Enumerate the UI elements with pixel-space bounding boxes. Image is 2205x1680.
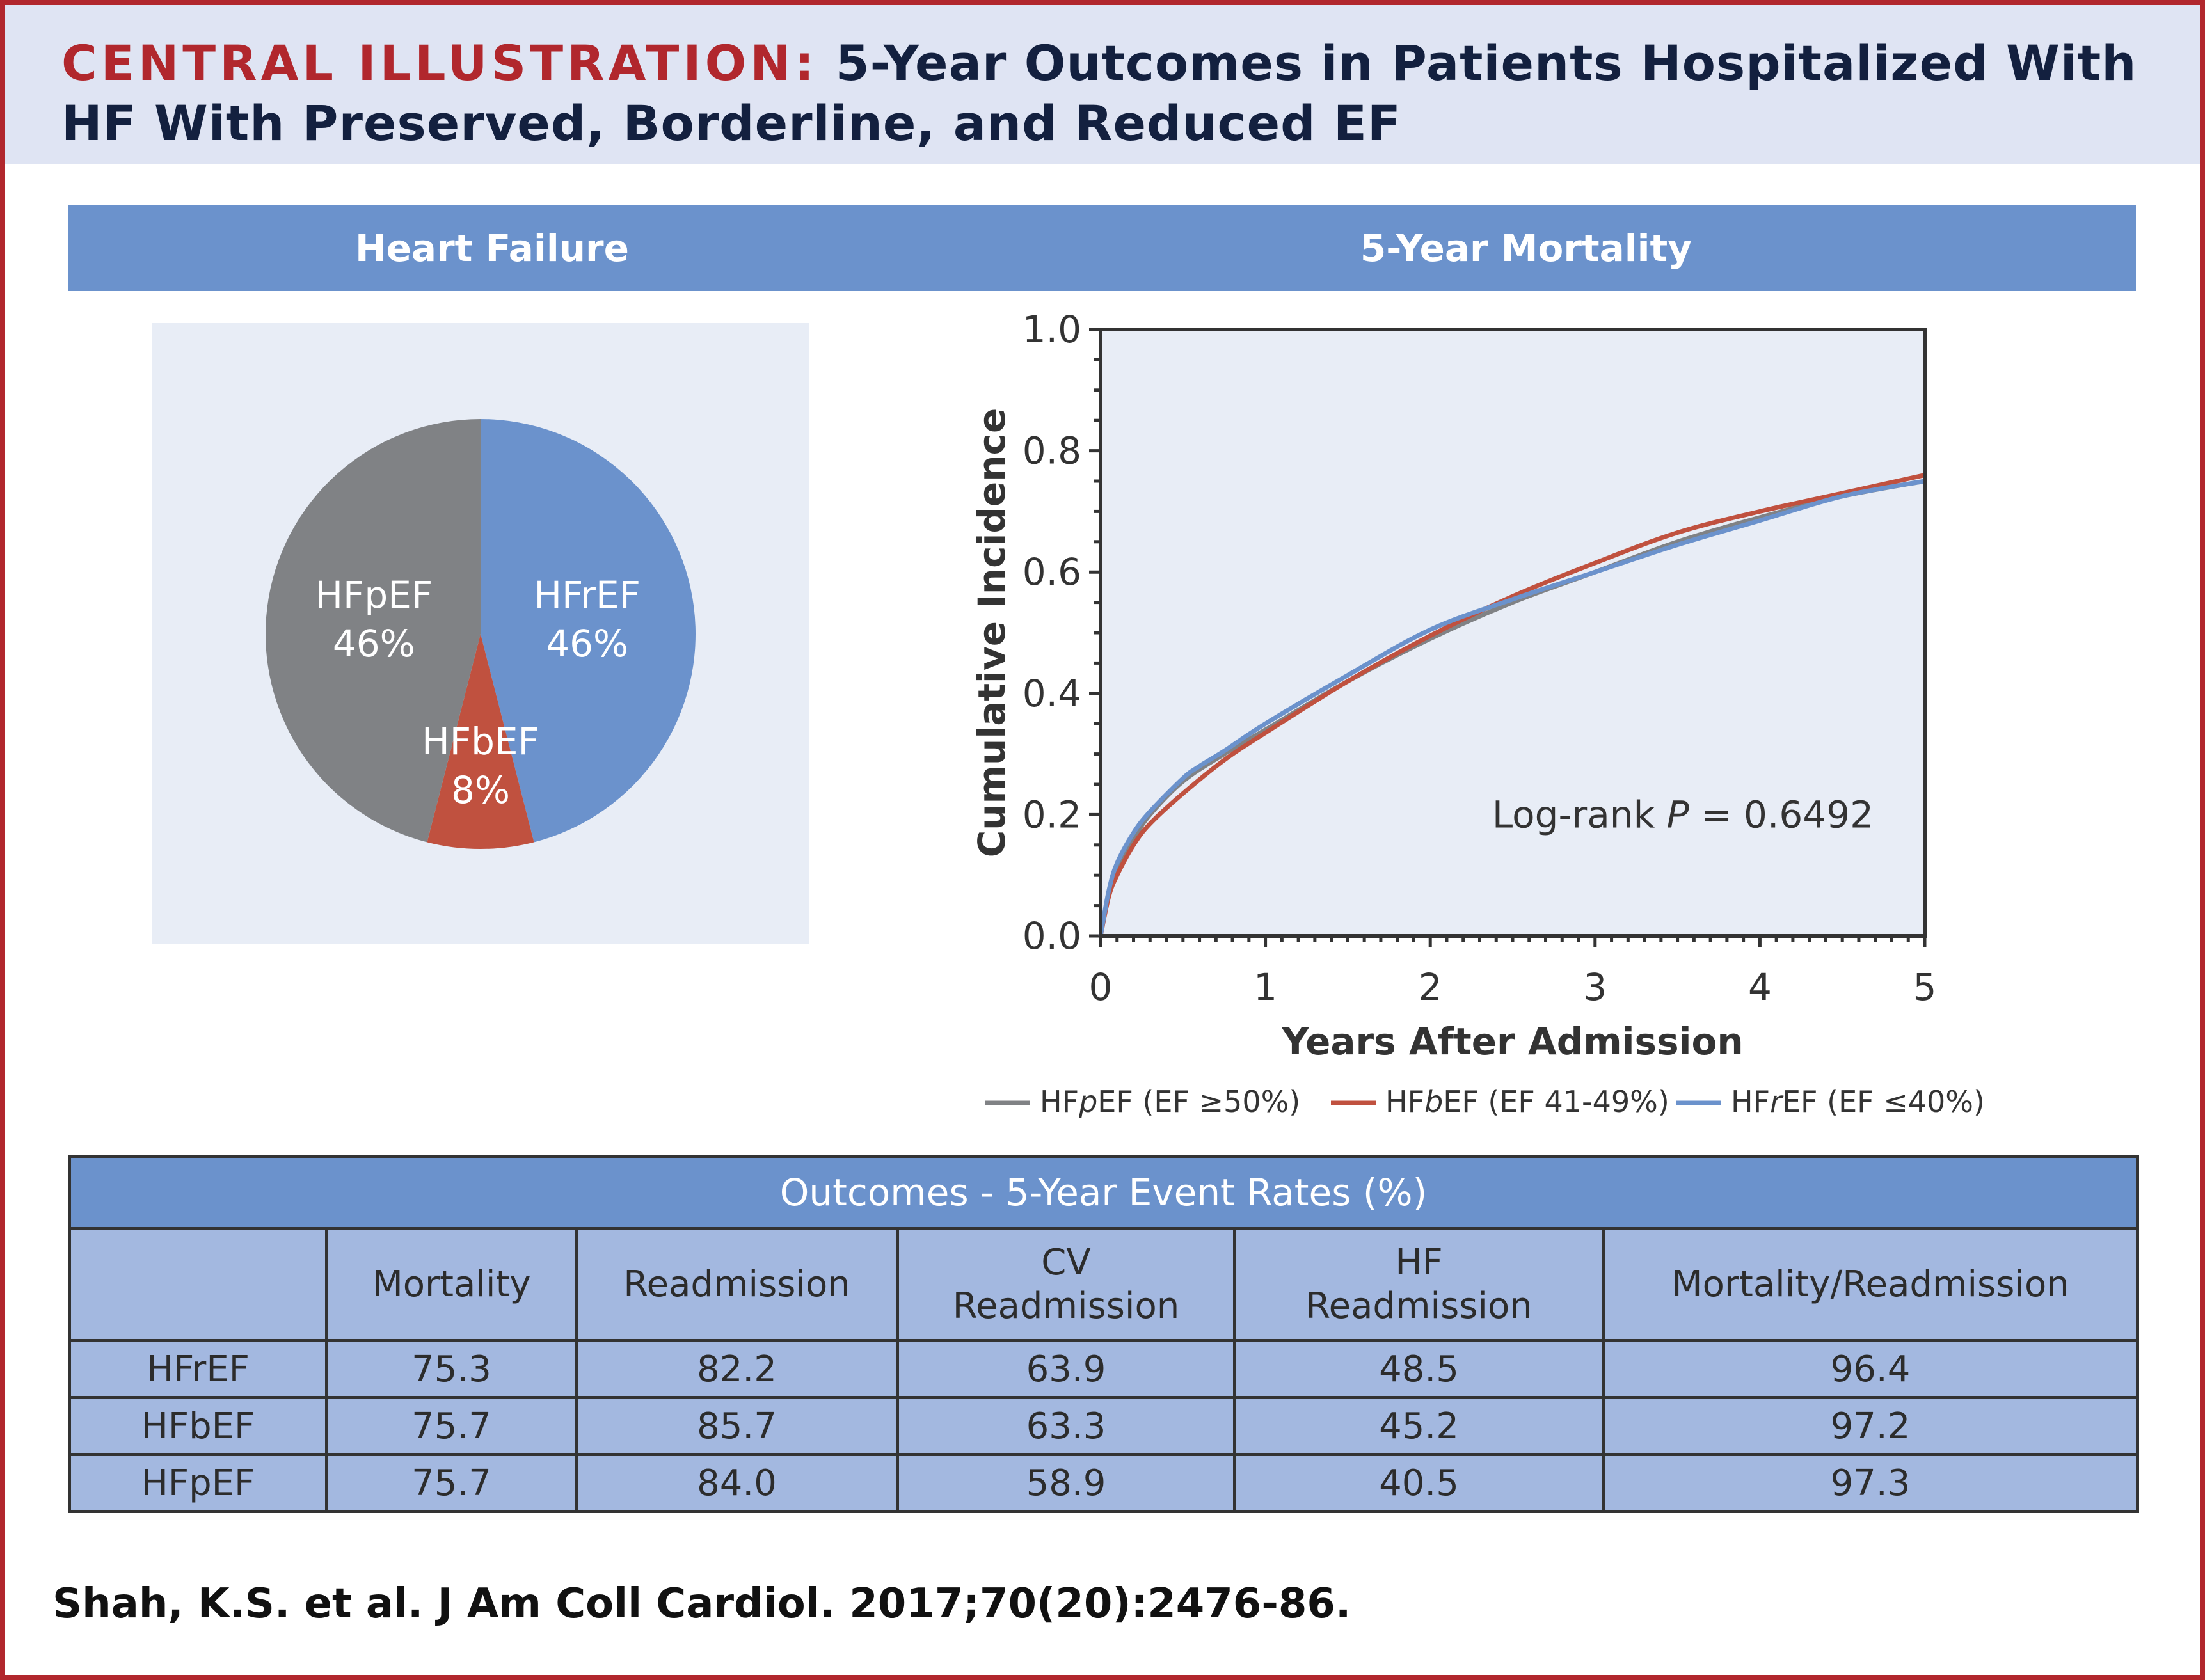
y-tick-label: 0.4 xyxy=(1023,672,1081,715)
x-tick-label: 1 xyxy=(1254,965,1277,1009)
row-label: HFbEF xyxy=(68,1396,328,1456)
pie-value-hfbef: 8% xyxy=(451,768,510,812)
band-5-year-mortality: 5-Year Mortality xyxy=(916,205,2136,291)
band-mortality-label: 5-Year Mortality xyxy=(1360,226,1692,270)
table-cell: 75.7 xyxy=(325,1453,578,1513)
x-tick-label: 0 xyxy=(1089,965,1113,1009)
title-text: 5-Year Outcomes in Patients Hospitalized… xyxy=(61,35,2137,152)
header-text: Readmission xyxy=(1305,1285,1532,1327)
y-tick-label: 0.6 xyxy=(1023,550,1081,594)
x-tick-label: 3 xyxy=(1583,965,1607,1009)
row-label: HFrEF xyxy=(68,1339,328,1399)
y-tick-label: 0.8 xyxy=(1023,429,1081,473)
citation: Shah, K.S. et al. J Am Coll Cardiol. 201… xyxy=(52,1580,1351,1628)
x-axis-label: Years After Admission xyxy=(1281,1020,1743,1063)
series-line-hfbef xyxy=(1098,473,1925,937)
table-row: HFpEF 75.7 84.0 58.9 40.5 97.3 xyxy=(68,1453,2139,1513)
table-cell: 96.4 xyxy=(1602,1339,2139,1399)
table-header-cell: HF Readmission xyxy=(1233,1227,1605,1342)
band-heart-failure: Heart Failure xyxy=(68,205,916,291)
pie-slice-hfbef xyxy=(427,634,534,849)
table-header-row: Mortality Readmission CV Readmission HF Readm… xyxy=(68,1227,2139,1342)
legend-item-hfref: HFrEF (EF ≤40%) xyxy=(1676,1084,1985,1119)
row-label: HFpEF xyxy=(68,1453,328,1513)
table-header-cell: Mortality xyxy=(325,1227,578,1342)
y-tick-label: 0.0 xyxy=(1023,914,1081,958)
header-banner: CENTRAL ILLUSTRATION: 5-Year Outcomes in… xyxy=(5,5,2200,164)
pie-label-hfbef: HFbEF xyxy=(422,720,539,763)
outcomes-table: Outcomes - 5-Year Event Rates (%) Mortal… xyxy=(68,1155,2139,1513)
table-cell: 75.3 xyxy=(325,1339,578,1399)
legend-label: HFbEF (EF 41-49%) xyxy=(1385,1084,1669,1119)
table-caption: Outcomes - 5-Year Event Rates (%) xyxy=(68,1155,2139,1230)
outcomes-table-wrap: Outcomes - 5-Year Event Rates (%) Mortal… xyxy=(68,1155,2139,1513)
table-cell: 40.5 xyxy=(1233,1453,1605,1513)
legend-item-hfbef: HFbEF (EF 41-49%) xyxy=(1331,1084,1669,1119)
figure-title: CENTRAL ILLUSTRATION: 5-Year Outcomes in… xyxy=(61,33,2173,154)
y-tick-label: 1.0 xyxy=(1023,308,1081,351)
legend-label: HFrEF (EF ≤40%) xyxy=(1731,1084,1985,1119)
y-axis-label: Cumulative Incidence xyxy=(970,408,1014,858)
pie-label-hfref: HFrEF xyxy=(534,573,641,617)
band-heart-failure-label: Heart Failure xyxy=(355,226,629,270)
table-cell: 58.9 xyxy=(896,1453,1236,1513)
mortality-chart-panel: 0.0 0.2 0.4 0.6 0.8 1.0 0 1 2 3 4 5 Years After Admi… xyxy=(947,294,2035,1145)
header-text: Mortality/Readmission xyxy=(1671,1264,2069,1305)
table-header-cell xyxy=(68,1227,328,1342)
pie-value-hfpef: 46% xyxy=(333,622,415,665)
table-row: HFbEF 75.7 85.7 63.3 45.2 97.2 xyxy=(68,1396,2139,1456)
legend-item-hfpef: HFpEF (EF ≥50%) xyxy=(985,1084,1300,1119)
plot-border xyxy=(1099,328,1927,938)
table-header-cell: Mortality/Readmission xyxy=(1602,1227,2139,1342)
x-tick-label: 4 xyxy=(1748,965,1772,1009)
mortality-line-chart: 0.0 0.2 0.4 0.6 0.8 1.0 0 1 2 3 4 5 Years After Admi… xyxy=(970,308,1985,1119)
table-header-cell: CV Readmission xyxy=(896,1227,1236,1342)
y-tick-label: 0.2 xyxy=(1023,793,1081,836)
table-cell: 82.2 xyxy=(575,1339,899,1399)
pie-slice-hfpef xyxy=(265,419,481,843)
table-cell: 45.2 xyxy=(1233,1396,1605,1456)
pie-slice-hfref xyxy=(481,419,696,843)
pie-label-hfpef: HFpEF xyxy=(315,573,433,617)
table-cell: 97.3 xyxy=(1602,1453,2139,1513)
header-text: Readmission xyxy=(623,1264,850,1305)
table-cell: 48.5 xyxy=(1233,1339,1605,1399)
log-rank-annotation: Log-rank P = 0.6492 xyxy=(1492,793,1874,836)
series-line-hfref xyxy=(1098,479,1925,937)
table-cell: 63.9 xyxy=(896,1339,1236,1399)
header-text: Readmission xyxy=(952,1285,1180,1327)
x-tick-label: 5 xyxy=(1913,965,1937,1009)
table-cell: 75.7 xyxy=(325,1396,578,1456)
header-text: Mortality xyxy=(372,1264,531,1305)
pie-value-hfref: 46% xyxy=(546,622,628,665)
pie-panel: HFrEF 46% HFbEF 8% HFpEF 46% xyxy=(152,323,809,944)
table-row: HFrEF 75.3 82.2 63.9 48.5 96.4 xyxy=(68,1339,2139,1399)
x-tick-label: 2 xyxy=(1419,965,1442,1009)
pie-chart: HFrEF 46% HFbEF 8% HFpEF 46% xyxy=(265,419,696,849)
table-cell: 63.3 xyxy=(896,1396,1236,1456)
table-cell: 84.0 xyxy=(575,1453,899,1513)
table-cell: 85.7 xyxy=(575,1396,899,1456)
title-lead: CENTRAL ILLUSTRATION: xyxy=(61,35,818,91)
table-cell: 97.2 xyxy=(1602,1396,2139,1456)
legend-label: HFpEF (EF ≥50%) xyxy=(1040,1084,1300,1119)
table-header-cell: Readmission xyxy=(575,1227,899,1342)
header-text: CV xyxy=(1041,1242,1091,1283)
plot-area xyxy=(1101,329,1925,936)
header-text: HF xyxy=(1395,1242,1443,1283)
